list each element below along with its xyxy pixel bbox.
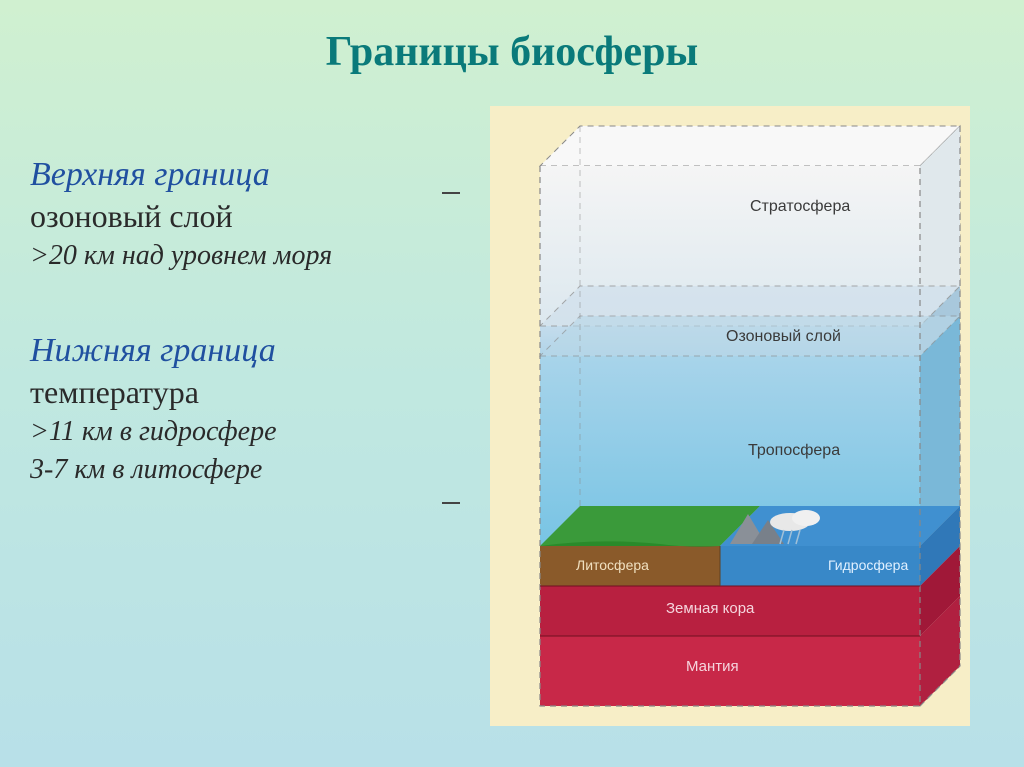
label-troposphere: Тропосфера — [748, 442, 840, 460]
dash-marker-upper — [442, 192, 460, 194]
label-ozone: Озоновый слой — [726, 328, 841, 346]
cloud-2 — [792, 510, 820, 526]
upper-heading: Верхняя граница — [30, 156, 460, 194]
text-column: Верхняя граница озоновый слой >20 км над… — [30, 106, 460, 726]
label-mantle: Мантия — [686, 658, 739, 675]
page-title: Границы биосферы — [0, 0, 1024, 76]
lower-sub: температура — [30, 374, 460, 411]
lower-heading: Нижняя граница — [30, 332, 460, 370]
lower-value1: >11 км в гидросфере — [30, 415, 460, 449]
upper-value: >20 км над уровнем моря — [30, 239, 460, 273]
upper-boundary-section: Верхняя граница озоновый слой >20 км над… — [30, 156, 460, 272]
label-hydrosphere: Гидросфера — [828, 557, 908, 573]
diagram-container: Стратосфера Озоновый слой Тропосфера Лит… — [460, 106, 1000, 726]
lower-boundary-section: Нижняя граница температура >11 км в гидр… — [30, 332, 460, 486]
diagram-svg — [490, 106, 970, 726]
earth-layers-diagram: Стратосфера Озоновый слой Тропосфера Лит… — [490, 106, 970, 726]
dash-marker-lower — [442, 502, 460, 504]
content: Верхняя граница озоновый слой >20 км над… — [0, 76, 1024, 726]
label-crust: Земная кора — [666, 600, 754, 617]
cube-top-face — [540, 126, 960, 166]
upper-sub: озоновый слой — [30, 198, 460, 235]
label-lithosphere: Литосфера — [576, 557, 649, 573]
label-stratosphere: Стратосфера — [750, 198, 850, 216]
lower-value2: 3-7 км в литосфере — [30, 453, 460, 487]
